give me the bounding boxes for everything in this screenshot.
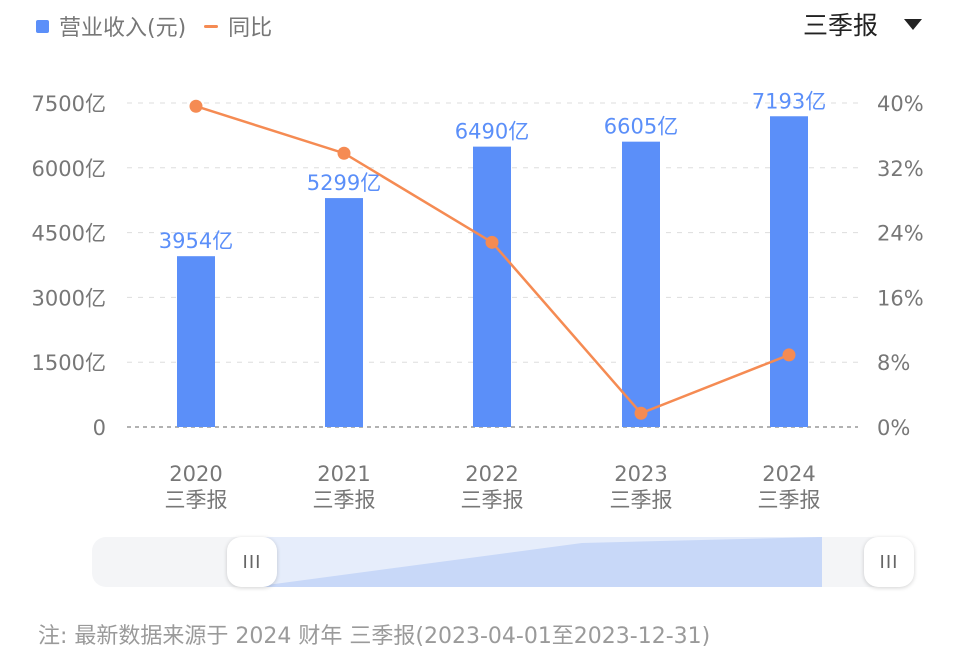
x-tick-label: 2024: [762, 462, 815, 486]
x-tick-sublabel: 三季报: [165, 488, 228, 512]
y-right-tick-label: 40%: [877, 92, 924, 116]
bar: [622, 141, 660, 427]
data-source-note: 注: 最新数据来源于 2024 财年 三季报(2023-04-01至2023-1…: [38, 624, 711, 649]
x-tick-sublabel: 三季报: [461, 488, 524, 512]
chart-legend: 营业收入(元) 同比: [36, 8, 272, 44]
revenue-chart: 0 1500亿 3000亿 4500亿 6000亿 7500亿 0% 8% 16% 24% 32% 4…: [32, 89, 924, 512]
slider-preview-area: [252, 537, 822, 587]
bar-value-label: 7193亿: [752, 89, 826, 113]
y-right-tick-label: 8%: [877, 351, 910, 375]
y-left-tick-label: 0: [93, 416, 106, 440]
y-left-tick-label: 6000亿: [32, 157, 106, 181]
y-right-tick-label: 0%: [877, 416, 910, 440]
period-dropdown-value: 三季报: [802, 11, 878, 40]
yoy-point: [337, 146, 351, 160]
yoy-point: [485, 235, 499, 249]
bar: [177, 256, 215, 427]
period-dropdown[interactable]: 三季报: [803, 6, 922, 42]
y-right-tick-label: 24%: [877, 222, 924, 246]
bar: [473, 146, 511, 427]
bar-value-label: 6605亿: [604, 115, 678, 139]
yoy-point: [782, 348, 796, 362]
x-tick-sublabel: 三季报: [610, 488, 673, 512]
y-right-tick-label: 16%: [877, 286, 924, 310]
slider-handle-left[interactable]: III: [227, 537, 277, 587]
y-left-tick-label: 4500亿: [32, 222, 106, 246]
bar-value-label: 6490亿: [455, 120, 529, 144]
x-tick-label: 2022: [465, 462, 518, 486]
y-right-tick-label: 32%: [877, 157, 924, 181]
range-slider[interactable]: III III: [92, 537, 914, 587]
legend-item-revenue[interactable]: 营业收入(元): [36, 10, 186, 42]
slider-selection[interactable]: [252, 537, 822, 587]
x-tick-sublabel: 三季报: [313, 488, 376, 512]
bar: [770, 116, 808, 428]
caret-down-icon: [904, 18, 922, 30]
x-tick-label: 2023: [614, 462, 667, 486]
x-tick-label: 2020: [169, 462, 222, 486]
bar: [325, 198, 363, 427]
bar-value-label: 5299亿: [307, 171, 381, 195]
slider-handle-right[interactable]: III: [864, 537, 914, 587]
legend-swatch-yoy: [204, 24, 219, 28]
y-left-tick-label: 7500亿: [32, 92, 106, 116]
y-left-tick-label: 3000亿: [32, 286, 106, 310]
bar-value-label: 3954亿: [159, 229, 233, 253]
legend-label-revenue: 营业收入(元): [59, 16, 187, 41]
x-tick-label: 2021: [317, 462, 370, 486]
legend-label-yoy: 同比: [228, 16, 273, 41]
legend-item-yoy[interactable]: 同比: [204, 10, 272, 42]
y-left-tick-label: 1500亿: [32, 351, 106, 375]
x-tick-sublabel: 三季报: [758, 488, 821, 512]
legend-swatch-revenue: [36, 19, 49, 33]
yoy-point: [189, 99, 203, 113]
yoy-point: [634, 406, 648, 420]
